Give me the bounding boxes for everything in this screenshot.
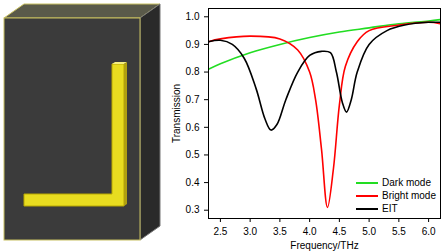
svg-text:5.0: 5.0	[362, 226, 376, 237]
svg-text:4.0: 4.0	[303, 226, 317, 237]
svg-text:3.0: 3.0	[243, 226, 257, 237]
svg-text:0.5: 0.5	[186, 149, 200, 160]
svg-text:5.5: 5.5	[392, 226, 406, 237]
svg-text:6.0: 6.0	[422, 226, 436, 237]
svg-text:3.5: 3.5	[273, 226, 287, 237]
svg-text:1.0: 1.0	[186, 11, 200, 22]
html-text:EIT: EIT	[382, 203, 398, 214]
svg-text:0.9: 0.9	[186, 39, 200, 50]
html-text:Bright mode: Bright mode	[382, 190, 436, 201]
html-text:Dark mode: Dark mode	[382, 177, 431, 188]
svg-text:0.4: 0.4	[186, 177, 200, 188]
svg-text:0.6: 0.6	[186, 122, 200, 133]
svg-text:0.7: 0.7	[186, 94, 200, 105]
svg-text:4.5: 4.5	[332, 226, 346, 237]
svg-text:Transmission: Transmission	[171, 84, 182, 143]
svg-text:0.3: 0.3	[186, 204, 200, 215]
svg-text:0.8: 0.8	[186, 66, 200, 77]
svg-text:2.5: 2.5	[213, 226, 227, 237]
svg-text:Frequency/THz: Frequency/THz	[290, 240, 358, 251]
